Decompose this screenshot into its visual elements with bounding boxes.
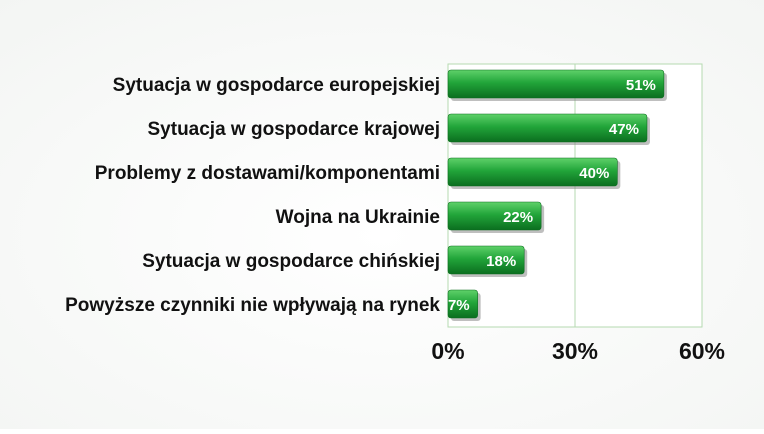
bar (447, 69, 665, 99)
bar (447, 245, 525, 275)
value-label: 18% (486, 253, 516, 270)
value-label: 47% (609, 121, 639, 138)
bar (447, 201, 542, 231)
value-label: 51% (626, 77, 656, 94)
bar (447, 113, 648, 143)
category-label: Problemy z dostawami/komponentami (95, 163, 440, 184)
bar (447, 157, 618, 187)
x-tick-label: 60% (679, 338, 725, 364)
category-label: Sytuacja w gospodarce chińskiej (142, 251, 440, 272)
category-label: Sytuacja w gospodarce krajowej (148, 119, 441, 140)
category-label: Powyższe czynniki nie wpływają na rynek (65, 295, 440, 316)
category-label: Wojna na Ukrainie (276, 207, 440, 228)
value-label: 22% (503, 209, 533, 226)
category-label: Sytuacja w gospodarce europejskiej (113, 75, 440, 96)
bar (447, 289, 478, 319)
value-label: 7% (448, 297, 470, 314)
x-tick-label: 0% (431, 338, 464, 364)
value-label: 40% (579, 165, 609, 182)
x-tick-label: 30% (552, 338, 598, 364)
